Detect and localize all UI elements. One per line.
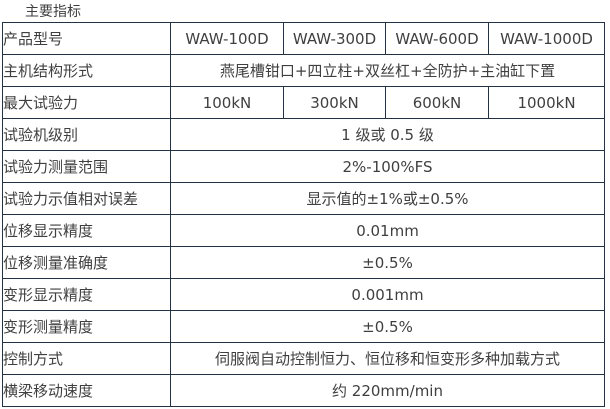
row-label-deformation-accuracy: 变形测量精度 [2, 310, 171, 343]
merged-value-cell: 燕尾槽钳口+四立柱+双丝杠+全防护+主油缸下置 [170, 54, 605, 87]
table-row: 试验机级别 1 级或 0.5 级 [2, 118, 605, 151]
table-row: 试验力示值相对误差 显示值的±1%或±0.5% [2, 182, 605, 215]
table-row: 产品型号 WAW-100D WAW-300D WAW-600D WAW-1000… [2, 22, 605, 55]
merged-value-cell: 伺服阀自动控制恒力、恒位移和恒变形多种加载方式 [170, 342, 605, 375]
row-label-force-error: 试验力示值相对误差 [2, 182, 171, 215]
row-label-control-mode: 控制方式 [2, 342, 171, 375]
row-label-deformation-resolution: 变形显示精度 [2, 278, 171, 311]
merged-value-cell: 0.001mm [170, 278, 605, 311]
row-label-machine-class: 试验机级别 [2, 118, 171, 151]
row-label-product-model: 产品型号 [2, 22, 171, 55]
value-cell: 600kN [385, 86, 489, 119]
merged-value-cell: ±0.5% [170, 310, 605, 343]
model-cell: WAW-600D [385, 22, 489, 55]
row-label-displacement-resolution: 位移显示精度 [2, 214, 171, 247]
row-label-crosshead-speed: 横梁移动速度 [2, 374, 171, 407]
spec-table: 产品型号 WAW-100D WAW-300D WAW-600D WAW-1000… [2, 22, 605, 407]
table-row: 变形测量精度 ±0.5% [2, 310, 605, 343]
table-row: 主机结构形式 燕尾槽钳口+四立柱+双丝杠+全防护+主油缸下置 [2, 54, 605, 87]
merged-value-cell: 约 220mm/min [170, 374, 605, 407]
model-cell: WAW-100D [170, 22, 284, 55]
merged-value-cell: 显示值的±1%或±0.5% [170, 182, 605, 215]
merged-value-cell: 1 级或 0.5 级 [170, 118, 605, 151]
merged-value-cell: 2%-100%FS [170, 150, 605, 183]
table-row: 最大试验力 100kN 300kN 600kN 1000kN [2, 86, 605, 119]
table-row: 试验力测量范围 2%-100%FS [2, 150, 605, 183]
value-cell: 300kN [283, 86, 386, 119]
table-row: 位移测量准确度 ±0.5% [2, 246, 605, 279]
model-cell: WAW-1000D [488, 22, 605, 55]
merged-value-cell: ±0.5% [170, 246, 605, 279]
row-label-max-force: 最大试验力 [2, 86, 171, 119]
table-row: 控制方式 伺服阀自动控制恒力、恒位移和恒变形多种加载方式 [2, 342, 605, 375]
model-cell: WAW-300D [283, 22, 386, 55]
row-label-force-range: 试验力测量范围 [2, 150, 171, 183]
table-row: 位移显示精度 0.01mm [2, 214, 605, 247]
value-cell: 1000kN [488, 86, 605, 119]
value-cell: 100kN [170, 86, 284, 119]
row-label-displacement-accuracy: 位移测量准确度 [2, 246, 171, 279]
page-title: 主要指标 [25, 4, 81, 20]
row-label-structure: 主机结构形式 [2, 54, 171, 87]
table-row: 横梁移动速度 约 220mm/min [2, 374, 605, 407]
merged-value-cell: 0.01mm [170, 214, 605, 247]
table-row: 变形显示精度 0.001mm [2, 278, 605, 311]
